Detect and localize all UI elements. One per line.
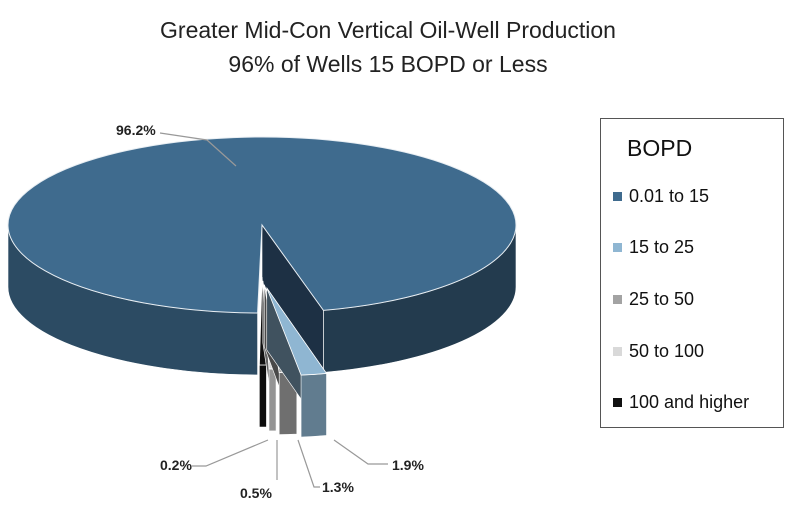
pie-slice-0.01-to-15 bbox=[7, 136, 517, 314]
legend-label: 25 to 50 bbox=[629, 289, 695, 309]
legend-swatch bbox=[613, 347, 622, 356]
legend-swatch bbox=[613, 192, 622, 201]
data-label: 1.9% bbox=[392, 457, 424, 473]
slice-front-face bbox=[300, 373, 327, 438]
legend-swatch bbox=[613, 398, 622, 407]
legend-item: 0.01 to 15 bbox=[613, 186, 709, 207]
legend-swatch bbox=[613, 243, 622, 252]
pie-slice-15-to-25 bbox=[266, 287, 328, 376]
legend-item: 15 to 25 bbox=[613, 237, 694, 258]
chart-subtitle: 96% of Wells 15 BOPD or Less bbox=[228, 51, 548, 77]
legend-swatch bbox=[613, 295, 622, 304]
leader-line bbox=[297, 439, 320, 488]
legend-label: 0.01 to 15 bbox=[629, 186, 710, 206]
data-label: 1.3% bbox=[322, 479, 354, 495]
legend-item: 50 to 100 bbox=[613, 341, 704, 362]
chart-title: Greater Mid-Con Vertical Oil-Well Produc… bbox=[160, 17, 616, 43]
slice-front-face bbox=[259, 364, 267, 428]
data-label: 0.2% bbox=[160, 457, 192, 473]
legend-item: 25 to 50 bbox=[613, 289, 694, 310]
legend-item: 100 and higher bbox=[613, 392, 749, 413]
leader-line bbox=[333, 439, 388, 465]
slice-front-face bbox=[268, 368, 277, 432]
data-label: 96.2% bbox=[116, 122, 156, 138]
leader-line bbox=[159, 132, 237, 167]
data-label: 0.5% bbox=[240, 485, 272, 501]
legend-label: 15 to 25 bbox=[629, 237, 695, 257]
leader-line bbox=[192, 439, 269, 467]
legend: BOPD 0.01 to 15 15 to 25 25 to 50 50 to … bbox=[600, 118, 784, 428]
legend-label: 50 to 100 bbox=[629, 341, 705, 361]
legend-label: 100 and higher bbox=[629, 392, 750, 412]
legend-title: BOPD bbox=[627, 135, 693, 161]
